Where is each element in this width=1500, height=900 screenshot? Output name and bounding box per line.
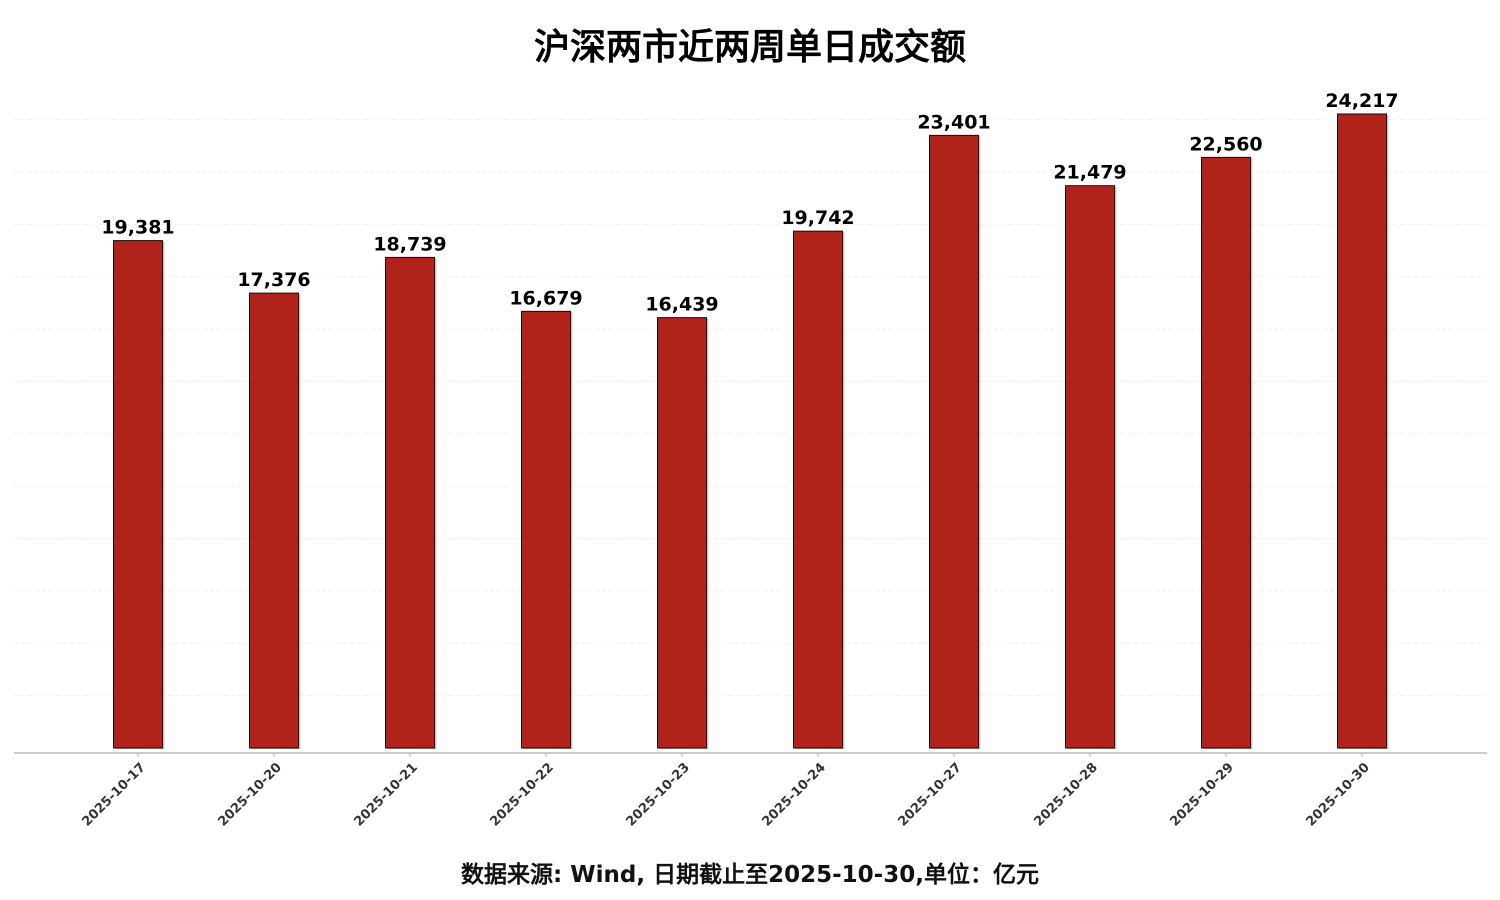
- x-tick-label: 2025-10-17: [79, 760, 148, 829]
- data-label: 18,739: [373, 233, 446, 255]
- x-tick-label: 2025-10-30: [1303, 760, 1372, 829]
- bar: [249, 292, 299, 749]
- x-tick-label: 2025-10-27: [895, 760, 964, 829]
- data-label: 22,560: [1189, 133, 1262, 155]
- data-label: 23,401: [917, 111, 990, 133]
- data-label: 21,479: [1053, 162, 1126, 184]
- bar: [385, 256, 435, 749]
- bar: [521, 310, 571, 749]
- data-label: 19,381: [101, 217, 174, 239]
- data-label: 16,439: [645, 294, 718, 316]
- bar: [1065, 185, 1115, 749]
- data-label: 19,742: [781, 207, 854, 229]
- bar: [113, 240, 163, 749]
- data-label: 24,217: [1325, 90, 1398, 112]
- bar: [1201, 156, 1251, 749]
- x-tick-label: 2025-10-24: [759, 760, 828, 829]
- x-tick-label: 2025-10-22: [487, 760, 556, 829]
- bar: [793, 230, 843, 749]
- data-label: 17,376: [237, 269, 310, 291]
- x-tick-label: 2025-10-28: [1031, 760, 1100, 829]
- x-tick-label: 2025-10-20: [215, 760, 284, 829]
- x-tick-label: 2025-10-21: [351, 760, 420, 829]
- bar: [657, 317, 707, 749]
- bar: [1337, 113, 1387, 749]
- x-tick-label: 2025-10-23: [623, 760, 692, 829]
- x-tick-label: 2025-10-29: [1167, 760, 1236, 829]
- source-footnote: 数据来源: Wind, 日期截止至2025-10-30,单位：亿元: [461, 862, 1039, 888]
- data-label: 16,679: [509, 287, 582, 309]
- bar: [929, 134, 979, 749]
- chart-title: 沪深两市近两周单日成交额: [533, 27, 966, 68]
